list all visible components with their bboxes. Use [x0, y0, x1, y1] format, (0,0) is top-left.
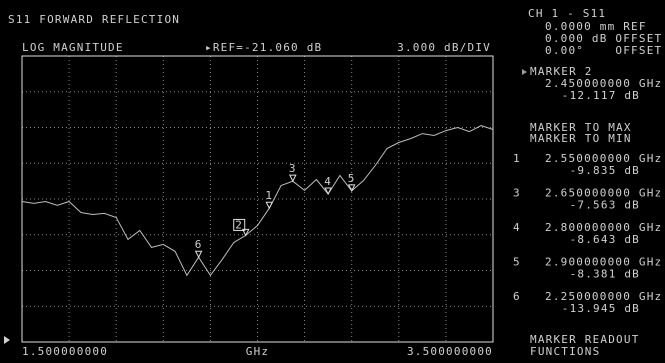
- marker: [289, 174, 297, 183]
- marker-frequency: 2.250000000 GHz: [545, 290, 662, 303]
- marker: [265, 201, 274, 210]
- x-axis-label: GHz: [246, 345, 269, 358]
- menu-item[interactable]: MARKER TO MAX: [530, 121, 632, 134]
- menu-item[interactable]: MARKER TO MIN: [530, 132, 632, 145]
- marker: [194, 250, 203, 259]
- reference: ▸REF=-21.060 dB: [205, 41, 322, 54]
- setting: 0.0000 mm REF: [545, 20, 647, 33]
- title: S11 FORWARD REFLECTION: [8, 13, 180, 26]
- marker-label: 3: [289, 162, 297, 175]
- marker-number: 3: [513, 187, 521, 200]
- marker-label: 2: [235, 218, 243, 231]
- marker-label: 1: [265, 189, 273, 202]
- setting: 0.000 dB OFFSET: [545, 32, 662, 45]
- menu-item[interactable]: MARKER READOUT: [530, 333, 640, 346]
- active-marker-value: -12.117 dB: [562, 89, 640, 102]
- marker-label: 6: [195, 238, 203, 251]
- format: LOG MAGNITUDE: [22, 41, 124, 54]
- x-tick-label: 3.500000000: [407, 345, 493, 358]
- marker-value: -7.563 dB: [570, 199, 640, 212]
- reference-arrow: [4, 336, 10, 344]
- x-tick-label: 1.500000000: [22, 345, 108, 358]
- scale: 3.000 dB/DIV: [397, 41, 491, 54]
- active-marker-frequency: 2.450000000 GHz: [545, 77, 662, 90]
- marker: [324, 187, 332, 196]
- marker-frequency: 2.550000000 GHz: [545, 152, 662, 165]
- marker-number: 1: [513, 152, 521, 165]
- marker-number: 6: [513, 290, 521, 303]
- marker-frequency: 2.900000000 GHz: [545, 256, 662, 269]
- marker-label: 5: [348, 172, 356, 185]
- marker-value: -13.945 dB: [562, 302, 640, 315]
- setting: 0.00° OFFSET: [545, 44, 662, 57]
- marker-value: -9.835 dB: [570, 164, 640, 177]
- active-arrow: [522, 69, 527, 75]
- active-marker-title: MARKER 2: [530, 65, 593, 78]
- plot: 1 2 3 4 5 6: [21, 55, 494, 343]
- plot-frame: [21, 55, 494, 343]
- active-marker-box: [233, 218, 246, 231]
- marker-label: 4: [324, 175, 332, 188]
- marker-list: 1 2.550000000 GHz-9.835 dB 3 2.650000000 GH…: [513, 152, 662, 315]
- marker-frequency: 2.650000000 GHz: [545, 187, 662, 200]
- marker-frequency: 2.800000000 GHz: [545, 221, 662, 234]
- marker-value: -8.643 dB: [570, 233, 640, 246]
- menu-item[interactable]: FUNCTIONS: [530, 345, 600, 358]
- marker-number: 5: [513, 256, 521, 269]
- marker: [241, 228, 250, 237]
- marker-number: 4: [513, 221, 521, 234]
- channel: CH 1 - S11: [528, 7, 606, 20]
- marker: [347, 184, 356, 193]
- trace: [21, 125, 494, 277]
- marker-value: -8.381 dB: [570, 268, 640, 281]
